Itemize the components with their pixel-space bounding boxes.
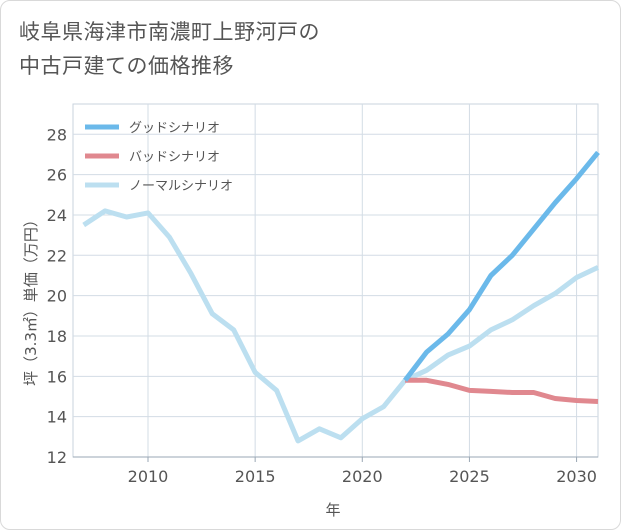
x-tick-label: 2020 <box>342 467 383 486</box>
y-tick-label: 28 <box>47 125 67 144</box>
x-tick-label: 2025 <box>449 467 490 486</box>
series-lines <box>82 150 600 444</box>
legend-label: ノーマルシナリオ <box>129 179 233 194</box>
y-axis-label: 坪（3.3㎡）単価（万円） <box>22 212 40 386</box>
x-axis-label: 年 <box>325 501 340 519</box>
y-tick-label: 16 <box>47 367 67 386</box>
x-tick-label: 2010 <box>128 467 169 486</box>
series-line-2 <box>405 377 599 404</box>
legend-label: バッドシナリオ <box>129 150 220 165</box>
chart-title-line-2: 中古戸建ての価格推移 <box>19 54 234 78</box>
chart-title: 岐阜県海津市南濃町上野河戸の 中古戸建ての価格推移 <box>19 15 320 83</box>
y-tick-label: 14 <box>47 408 67 427</box>
y-tick-label: 22 <box>47 246 67 265</box>
series-line-1 <box>403 150 600 382</box>
y-tick-label: 26 <box>47 166 67 185</box>
x-tick-label: 2030 <box>556 467 597 486</box>
x-tick-label: 2015 <box>235 467 276 486</box>
axes: 12 14 16 18 20 22 24 26 28 2010 2015 2020 2025 2030 <box>47 125 598 486</box>
chart-title-line-1: 岐阜県海津市南濃町上野河戸の <box>19 20 320 44</box>
grid <box>72 103 599 458</box>
y-tick-label: 24 <box>47 206 67 225</box>
y-tick-label: 20 <box>47 287 67 306</box>
y-tick-label: 18 <box>47 327 67 346</box>
legend-label: グッドシナリオ <box>129 121 220 136</box>
y-tick-label: 12 <box>47 448 67 467</box>
series-line-3 <box>82 208 600 444</box>
